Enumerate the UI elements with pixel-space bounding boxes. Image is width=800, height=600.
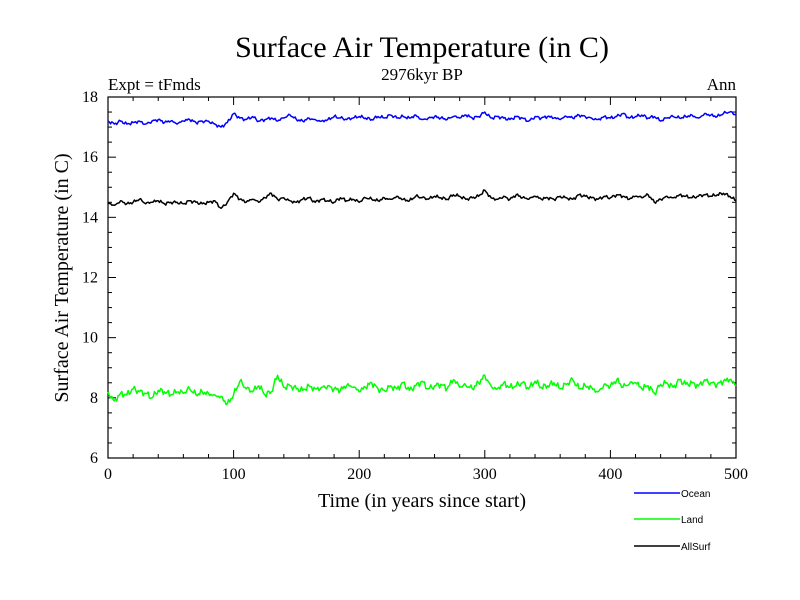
axis-tick-labels: 0 100 200 300 400 500 6 8 10 12 14 16 18 xyxy=(82,89,748,483)
y-tick-label: 18 xyxy=(82,89,98,106)
chart-title: Surface Air Temperature (in C) xyxy=(235,31,609,64)
legend: Ocean Land AllSurf xyxy=(634,489,711,553)
y-axis-label: Surface Air Temperature (in C) xyxy=(51,153,73,402)
y-tick-label: 16 xyxy=(82,149,98,166)
series-line-land xyxy=(107,374,737,406)
season-label: Ann xyxy=(707,75,737,94)
chart-subtitle: 2976kyr BP xyxy=(381,65,463,84)
x-tick-label: 500 xyxy=(724,466,748,483)
series-line-ocean xyxy=(107,110,737,128)
x-axis-label: Time (in years since start) xyxy=(318,490,526,512)
series-lines xyxy=(107,110,737,406)
axis-ticks xyxy=(107,96,737,459)
x-tick-label: 0 xyxy=(104,466,112,483)
y-tick-label: 10 xyxy=(82,330,98,347)
y-tick-label: 6 xyxy=(90,450,98,467)
series-line-allsurf xyxy=(107,189,737,210)
experiment-label: Expt = tFmds xyxy=(108,75,201,94)
x-tick-label: 300 xyxy=(473,466,497,483)
legend-label-land: Land xyxy=(681,515,703,526)
plot-frame xyxy=(107,96,737,459)
x-tick-label: 200 xyxy=(347,466,371,483)
y-tick-label: 12 xyxy=(82,270,98,287)
legend-label-ocean: Ocean xyxy=(681,489,710,500)
x-tick-label: 400 xyxy=(598,466,622,483)
x-tick-label: 100 xyxy=(222,466,246,483)
legend-label-allsurf: AllSurf xyxy=(681,542,711,553)
y-tick-label: 8 xyxy=(90,390,98,407)
y-tick-label: 14 xyxy=(82,209,98,226)
